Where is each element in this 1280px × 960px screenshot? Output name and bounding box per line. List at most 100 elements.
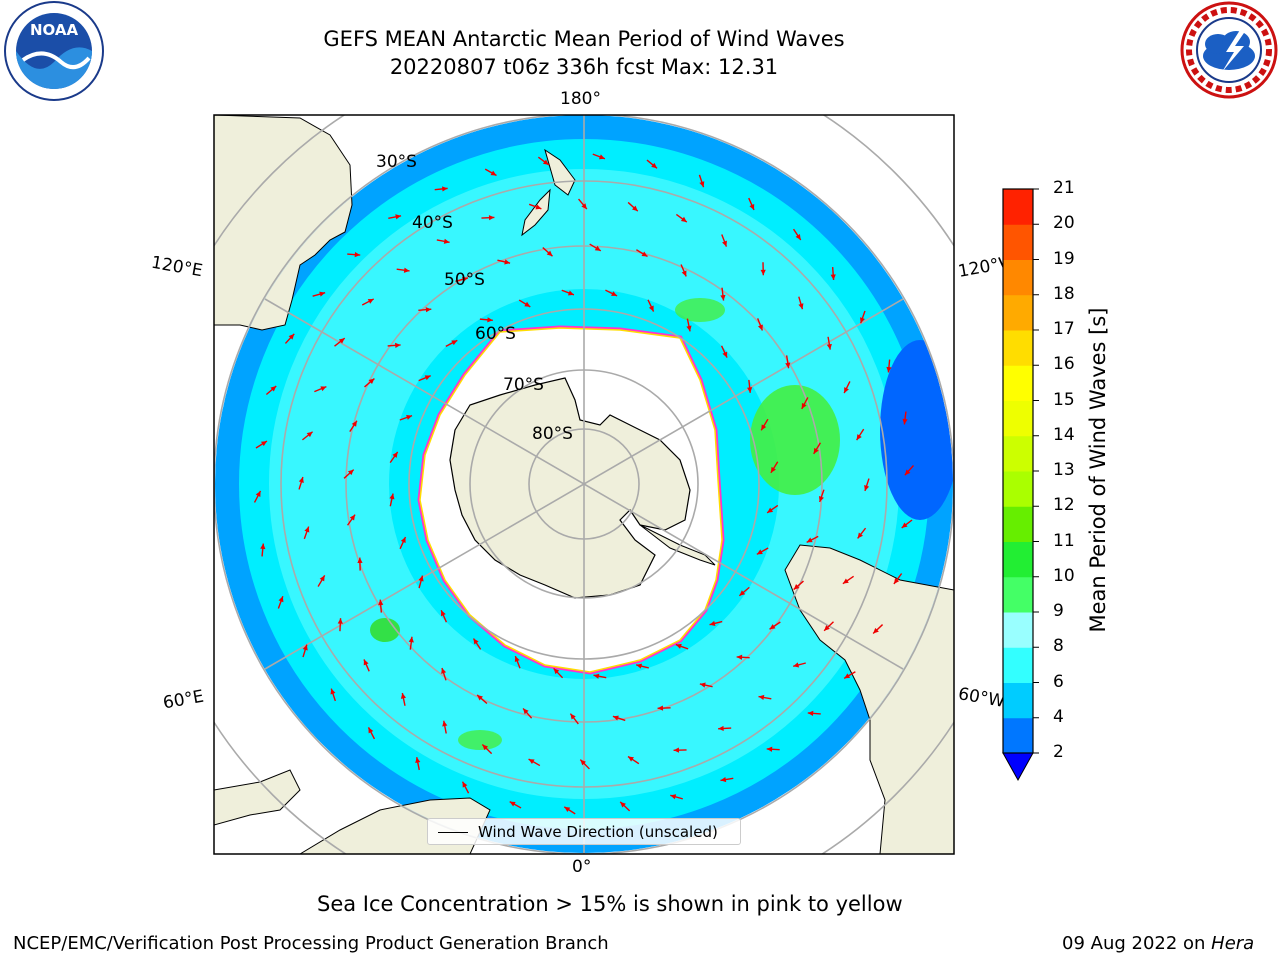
wave-arrow-head [477,694,483,701]
wave-arrow-head [351,420,357,427]
wave-arrow-head [392,451,398,458]
wave-arrow-head [319,575,325,582]
colorbar-segment [1003,612,1033,648]
colorbar-label: Mean Period of Wind Waves [s] [1086,307,1110,633]
colorbar-tick-label: 20 [1053,213,1075,234]
wave-arrow-head [749,203,755,210]
wave-arrow-head [302,644,308,651]
colorbar-tick-label: 12 [1053,495,1075,516]
wave-arrow-head [627,756,634,762]
wave-arrow-head [681,270,687,277]
wave-arrow-head [524,301,531,307]
colorbar-segment [1003,259,1033,296]
wave-arrow-head [581,203,587,210]
wave-arrow-head [593,673,600,679]
map-subtitle: 20220807 t06z 336h fcst Max: 12.31 [389,55,779,79]
wave-arrow-head [893,578,900,584]
wave-arrow-head [769,624,776,630]
wave-arrow-head [813,447,819,454]
footer-machine: Hera [1211,933,1255,954]
colorbar-tick-label: 10 [1053,565,1075,586]
wave-arrow-head [564,806,571,812]
wave-arrow-head [546,250,553,257]
lat-label-40s: 40°S [412,213,453,233]
colorbar-tick-label: 18 [1053,283,1075,304]
lon-label-180: 180° [560,89,601,109]
wave-arrow-head [818,495,824,502]
colorbar-segment [1003,189,1033,225]
wave-arrow-head [761,424,767,431]
green-patch-west [370,618,400,642]
wave-arrow-head [632,205,638,212]
wave-arrow-head [255,490,261,497]
wave-arrow-head [425,307,432,313]
wave-arrow-head [424,375,431,381]
wave-arrow-head [535,204,542,210]
wave-arrow-head [400,536,406,543]
wave-arrow-head [844,387,849,394]
wave-arrow-head [722,240,727,247]
lat-label-50s: 50°S [444,270,485,290]
map-legend: Wind Wave Direction (unscaled) [427,818,741,845]
wave-arrow-head [368,378,375,385]
footer-producer: NCEP/EMC/Verification Post Processing Pr… [13,933,609,954]
footer-date: 09 Aug 2022 on Hera [1062,933,1254,954]
colorbar-tick-label: 19 [1053,248,1075,269]
wave-arrow-head [395,342,401,348]
footer-date-text: 09 Aug 2022 on [1062,933,1212,954]
wave-arrow-head [298,477,304,483]
green-patch-south [458,730,502,750]
wave-arrow-head [389,493,395,500]
colorbar-tick-label: 11 [1053,530,1075,551]
wave-arrow-head [278,596,284,603]
colorbar-tick-label: 15 [1053,389,1075,410]
wave-arrow-head [462,276,468,282]
wave-arrow-head [824,625,830,631]
colorbar-segment [1003,541,1033,578]
wave-arrow-head [320,386,327,392]
legend-line-swatch [438,832,468,833]
wave-arrow-head [528,759,535,765]
nws-logo [1180,1,1278,99]
wave-arrow-head [739,590,746,596]
colorbar-tick-label: 9 [1053,601,1064,621]
wave-arrow-head [793,662,800,668]
wave-arrow-head [406,414,413,420]
colorbar-segment [1003,506,1033,542]
colorbar-under-arrow [1002,752,1034,782]
wave-arrow-head [349,514,356,521]
wave-arrow-head [699,682,706,688]
wave-arrow-head [806,537,813,543]
wave-arrow-head [304,526,310,533]
colorbar-tick-label: 14 [1053,424,1075,445]
green-patch-north [675,298,725,322]
colorbar-segment [1003,294,1033,331]
wave-arrow-head [611,291,618,296]
wave-arrow-head [675,643,682,649]
wave-arrow-head [873,627,879,634]
wave-arrow-head [570,713,576,720]
wave-arrow-head [857,532,863,539]
wind-wave-arrows [253,153,915,815]
wave-arrow-head [357,557,363,564]
wave-arrow-head [488,215,495,221]
colorbar-tick-label: 21 [1053,178,1075,198]
wave-arrow-head [504,259,511,265]
wave-arrow-head [801,402,807,409]
lat-label-30s: 30°S [376,152,417,172]
wave-arrow-head [767,507,774,513]
new-zealand-north [544,148,576,196]
wave-arrow-head [490,170,497,176]
wave-arrow-head [620,801,626,808]
wave-arrow-head [368,727,374,734]
sea-ice-note: Sea Ice Concentration > 15% is shown in … [317,892,903,916]
wave-arrow-head [598,154,605,160]
wave-arrow-head [443,238,450,244]
wave-arrow-head [720,294,726,301]
wave-arrow-head [747,387,753,393]
sea-ice-yellow-edge [419,327,723,673]
wave-arrow-head [612,715,619,721]
wave-arrow-head [901,522,908,528]
wave-arrow-head [514,656,520,663]
